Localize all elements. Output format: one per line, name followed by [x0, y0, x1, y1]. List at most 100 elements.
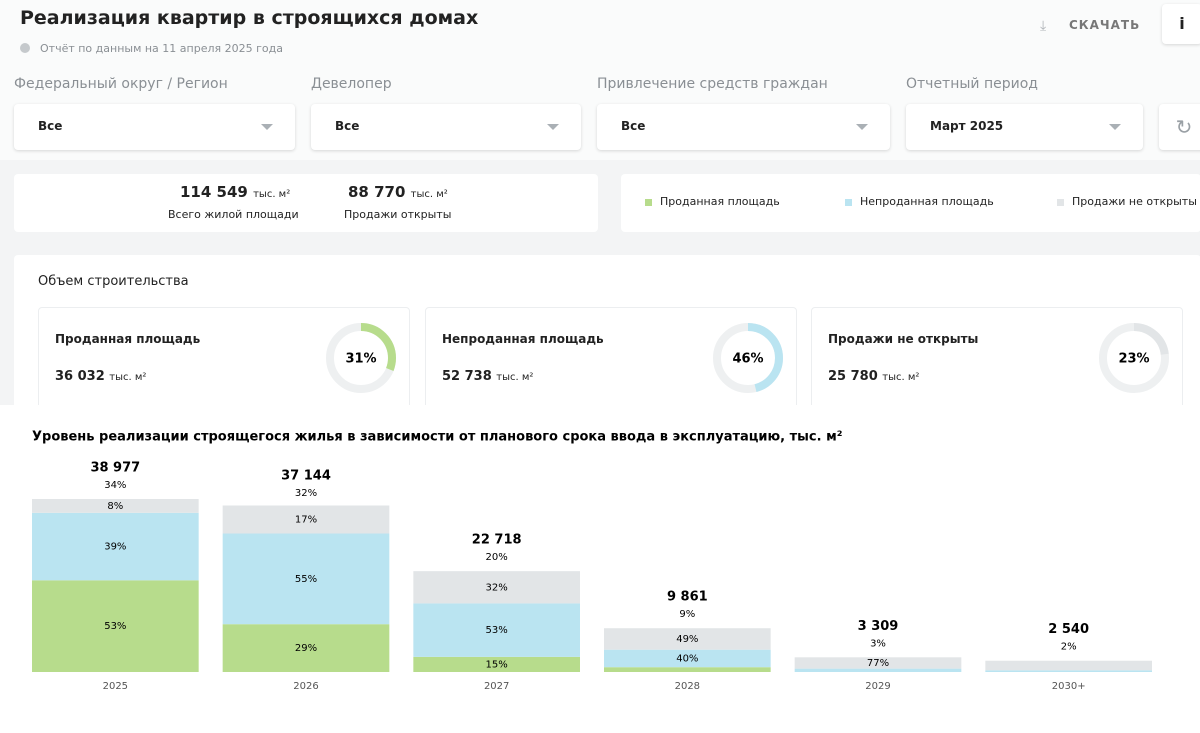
total-label: 22 718 [472, 533, 522, 548]
bar-segment [794, 668, 962, 672]
filter-value: Март 2025 [930, 119, 1004, 133]
filter-label: Привлечение средств граждан [597, 76, 828, 92]
bar-segment [32, 499, 199, 513]
clock-icon [20, 43, 30, 53]
bar-segment [222, 505, 390, 534]
summary-amount: 114 549 тыс. м² [180, 183, 290, 201]
donut-arc [326, 323, 396, 393]
card-amount: 36 032 тыс. м² [55, 369, 146, 384]
volume-title: Объем строительства [38, 274, 189, 289]
volume-card: Непроданная площадь 52 738 тыс. м² 46% [425, 307, 797, 419]
segment-label: 39% [104, 542, 126, 553]
bar-segment [604, 628, 771, 650]
amount: 114 549 [180, 183, 248, 201]
filter-select[interactable]: Март 2025 [906, 104, 1143, 150]
donut: 31% [326, 323, 396, 393]
chart-background [0, 405, 1200, 733]
unit: тыс. м² [253, 189, 291, 200]
card-title: Проданная площадь [55, 332, 201, 346]
summary-label: Всего жилой площади [168, 208, 299, 221]
bar-segment [413, 656, 580, 672]
refresh-button[interactable]: ↻ [1159, 104, 1200, 150]
share-label: 3% [870, 638, 886, 649]
segment-label: 17% [295, 515, 317, 526]
chart-title: Уровень реализации строящегося жилья в з… [32, 430, 842, 445]
segment-label: 8% [107, 501, 123, 512]
share-label: 9% [679, 609, 695, 620]
bar-segment [985, 660, 1152, 671]
unit: тыс. м² [882, 372, 920, 383]
amount: 52 738 [442, 369, 492, 384]
x-tick-label: 2029 [865, 681, 890, 692]
filter-label: Федеральный округ / Регион [14, 76, 228, 92]
x-tick-label: 2027 [484, 681, 509, 692]
filter-label: Девелопер [311, 76, 392, 92]
legend-label: Продажи не открыты [1072, 195, 1197, 208]
volume-card: Проданная площадь 36 032 тыс. м² 31% [38, 307, 410, 419]
bar-segment [604, 667, 771, 672]
bar-segment [222, 624, 390, 672]
total-label: 2 540 [1048, 622, 1089, 637]
bar-segment [222, 533, 390, 625]
segment-label: 53% [486, 625, 508, 636]
unit: тыс. м² [496, 372, 534, 383]
page-title: Реализация квартир в строящихся домах [20, 7, 479, 29]
total-label: 9 861 [667, 590, 708, 605]
filter-select[interactable]: Все [311, 104, 581, 150]
segment-label: 49% [676, 634, 698, 645]
donut-label: 46% [732, 352, 763, 367]
x-tick-label: 2030+ [1052, 681, 1086, 692]
share-label: 34% [104, 480, 126, 491]
filter-value: Все [621, 119, 646, 133]
filter-select[interactable]: Все [14, 104, 295, 150]
donut-arc [1099, 323, 1169, 393]
amount: 88 770 [348, 183, 406, 201]
legend-swatch [645, 199, 652, 206]
unit: тыс. м² [410, 189, 448, 200]
summary-label: Продажи открыты [344, 208, 452, 221]
share-label: 32% [295, 488, 317, 499]
segment-label: 40% [676, 653, 698, 664]
amount: 25 780 [828, 369, 878, 384]
x-tick-label: 2025 [103, 681, 128, 692]
total-label: 3 309 [858, 619, 899, 634]
filter-select[interactable]: Все [597, 104, 890, 150]
segment-label: 77% [867, 658, 889, 669]
segment-label: 53% [104, 621, 126, 632]
download-button[interactable]: СКАЧАТЬ [1069, 18, 1141, 32]
bar-segment [794, 657, 962, 669]
amount: 36 032 [55, 369, 105, 384]
segment-label: 29% [295, 643, 317, 654]
donut-label: 23% [1118, 352, 1149, 367]
info-button[interactable]: i [1162, 4, 1200, 44]
card-title: Продажи не открыты [828, 332, 979, 346]
donut: 46% [713, 323, 783, 393]
unit: тыс. м² [109, 372, 147, 383]
card-title: Непроданная площадь [442, 332, 604, 346]
legend: Проданная площадь Непроданная площадь Прод… [621, 174, 1200, 232]
report-note: Отчёт по данным на 11 апреля 2025 года [40, 42, 283, 55]
share-label: 2% [1061, 642, 1077, 653]
segment-label: 15% [486, 659, 508, 670]
donut: 23% [1099, 323, 1169, 393]
segment-label: 32% [486, 582, 508, 593]
volume-card: Продажи не открыты 25 780 тыс. м² 23% [811, 307, 1183, 419]
filter-value: Все [335, 119, 360, 133]
chart: Уровень реализации строящегося жилья в з… [0, 405, 1200, 733]
x-tick-label: 2028 [675, 681, 700, 692]
total-label: 37 144 [281, 469, 331, 484]
segment-label: 55% [295, 574, 317, 585]
download-icon: ⤓ [1040, 18, 1047, 34]
donut-arc [713, 323, 783, 393]
summary-panel: 114 549 тыс. м² Всего жилой площади 88 7… [14, 174, 598, 232]
bar-segment [604, 649, 771, 668]
card-amount: 52 738 тыс. м² [442, 369, 533, 384]
bar-segment [32, 512, 199, 581]
bar-segment [985, 670, 1152, 672]
bar-segment [413, 571, 580, 604]
filter-value: Все [38, 119, 63, 133]
x-tick-label: 2026 [293, 681, 318, 692]
total-label: 38 977 [90, 461, 140, 476]
summary-amount: 88 770 тыс. м² [348, 183, 448, 201]
